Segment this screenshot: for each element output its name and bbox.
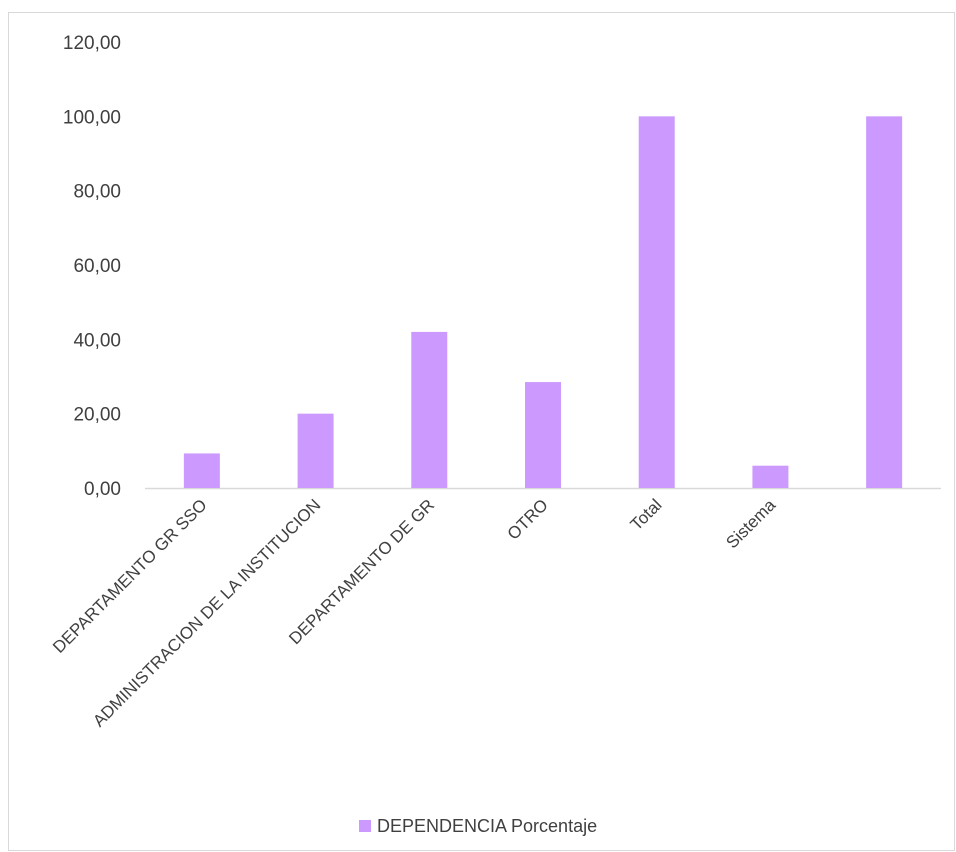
y-axis-ticks: 0,00 20,00 40,00 60,00 80,00 100,00 120,00	[63, 33, 121, 500]
y-tick-label: 80,00	[73, 182, 121, 203]
legend-swatch	[359, 820, 371, 832]
y-tick-label: 100,00	[63, 107, 121, 128]
y-tick-label: 20,00	[73, 405, 121, 426]
legend: DEPENDENCIA Porcentaje	[359, 816, 597, 836]
y-tick-label: 0,00	[84, 479, 121, 500]
bar	[638, 116, 675, 488]
y-tick-label: 120,00	[63, 33, 121, 54]
y-tick-label: 40,00	[73, 330, 121, 351]
x-category-label: Sistema	[722, 495, 779, 552]
bar	[183, 453, 220, 488]
bars-group	[183, 116, 903, 488]
x-category-label: Total	[627, 495, 666, 534]
bar	[525, 382, 561, 488]
chart-frame	[8, 12, 955, 851]
bar	[411, 331, 448, 488]
bar	[752, 465, 789, 488]
y-tick-label: 60,00	[73, 256, 121, 277]
x-category-label: OTRO	[504, 495, 552, 543]
bar	[297, 413, 334, 488]
legend-label: DEPENDENCIA Porcentaje	[377, 816, 597, 836]
bar	[866, 116, 903, 488]
x-category-label: ADMINISTRACION DE LA INSTITUCION	[89, 495, 324, 730]
